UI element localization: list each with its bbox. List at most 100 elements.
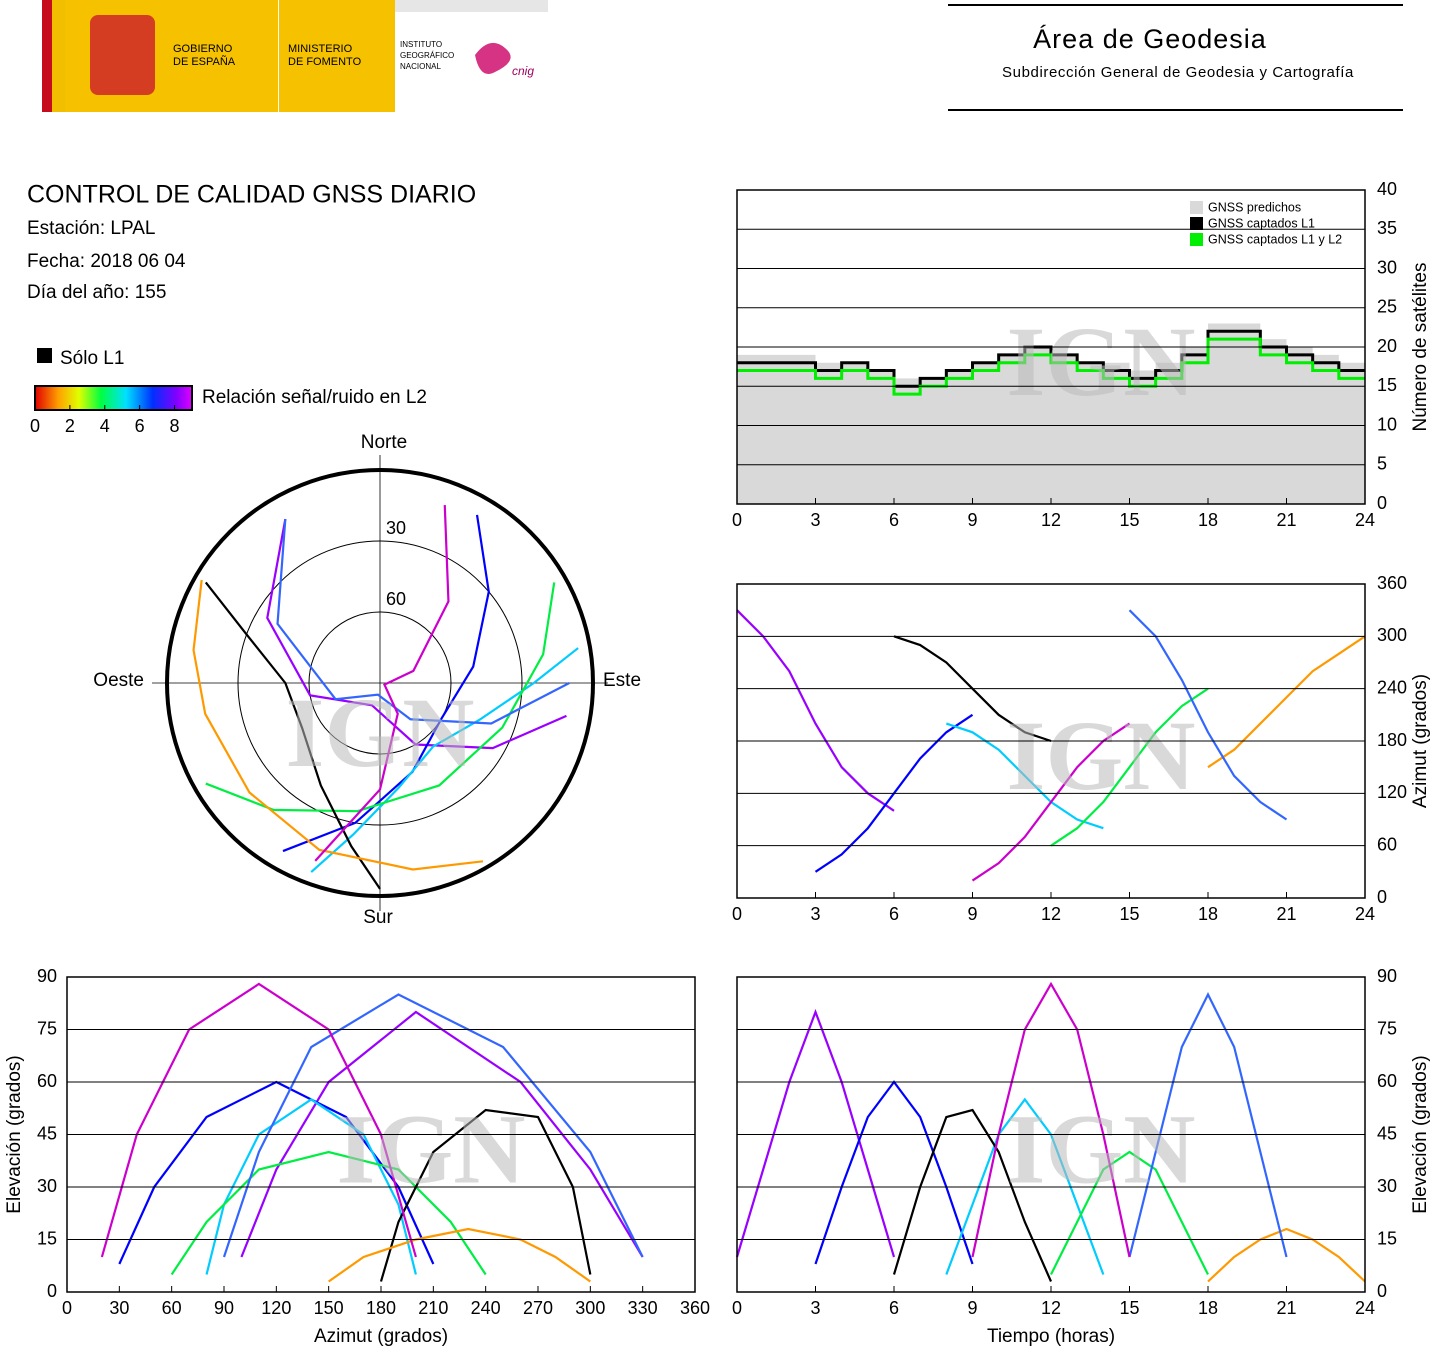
- y-tick-label: 0: [1377, 887, 1387, 907]
- y-tick-label: 25: [1377, 297, 1397, 317]
- x-tick-label: 330: [628, 1298, 658, 1318]
- series-line: [1050, 1150, 1209, 1275]
- series-line: [328, 1227, 591, 1283]
- x-tick-label: 0: [732, 1298, 742, 1318]
- legend-swatch: [37, 348, 52, 363]
- sky-track: [276, 518, 570, 725]
- y-tick-label: 60: [1377, 834, 1397, 854]
- x-tick-label: 9: [967, 904, 977, 924]
- x-tick-label: 15: [1119, 1298, 1139, 1318]
- y-tick-label: 10: [1377, 414, 1397, 434]
- coat-of-arms: [90, 15, 155, 95]
- x-tick-label: 60: [162, 1298, 182, 1318]
- y-axis-label: Número de satélites: [1410, 263, 1431, 432]
- report-title: CONTROL DE CALIDAD GNSS DIARIO: [27, 181, 476, 209]
- watermark: IGN: [1007, 700, 1196, 811]
- y-axis-label: Elevación (grados): [4, 1055, 25, 1213]
- series-line: [240, 1010, 644, 1258]
- y-tick-label: 60: [37, 1071, 57, 1091]
- y-tick-label: 30: [37, 1176, 57, 1196]
- y-tick-label: 15: [1377, 1228, 1397, 1248]
- x-tick-label: 9: [967, 510, 977, 530]
- y-tick-label: 90: [37, 966, 57, 986]
- y-tick-label: 180: [1377, 730, 1407, 750]
- x-tick-label: 12: [1041, 1298, 1061, 1318]
- x-tick-label: 3: [810, 904, 820, 924]
- legend-swatch: [1190, 201, 1203, 214]
- direction-label: Este: [603, 670, 641, 691]
- series-line: [737, 337, 1365, 396]
- x-axis-label: Azimut (grados): [314, 1326, 448, 1347]
- series-line: [170, 1150, 487, 1276]
- cnig-mark: [475, 42, 511, 74]
- x-tick-label: 0: [732, 904, 742, 924]
- series-line: [1207, 635, 1366, 769]
- series-line: [735, 1008, 896, 1258]
- y-tick-label: 15: [1377, 375, 1397, 395]
- ring-label: 60: [386, 589, 406, 609]
- x-tick-label: 0: [62, 1298, 72, 1318]
- logo-text: MINISTERIO: [288, 43, 353, 55]
- x-tick-label: 300: [575, 1298, 605, 1318]
- x-tick-label: 6: [889, 510, 899, 530]
- y-tick-label: 75: [1377, 1018, 1397, 1038]
- series-line: [1128, 992, 1288, 1258]
- x-tick-label: 15: [1119, 904, 1139, 924]
- x-tick-label: 3: [810, 1298, 820, 1318]
- watermark: IGN: [1007, 306, 1196, 417]
- series-line: [1050, 687, 1209, 847]
- flag-bar: [52, 0, 65, 112]
- x-tick-label: 18: [1198, 1298, 1218, 1318]
- y-tick-label: 0: [47, 1281, 57, 1301]
- y-tick-label: 15: [37, 1228, 57, 1248]
- x-tick-label: 24: [1355, 904, 1375, 924]
- x-tick-label: 270: [523, 1298, 553, 1318]
- y-axis-label: Elevación (grados): [1410, 1055, 1431, 1213]
- y-tick-label: 75: [37, 1018, 57, 1038]
- y-tick-label: 90: [1377, 966, 1397, 986]
- legend-label: GNSS captados L1: [1208, 216, 1315, 230]
- y-tick-label: 360: [1377, 573, 1407, 593]
- watermark: IGN: [337, 1093, 526, 1204]
- logo-text: GEOGRÁFICO: [400, 51, 454, 60]
- x-tick-label: 9: [967, 1298, 977, 1318]
- logo-text: DE FOMENTO: [288, 56, 362, 68]
- y-tick-label: 5: [1377, 454, 1387, 474]
- x-tick-label: 240: [471, 1298, 501, 1318]
- y-tick-label: 240: [1377, 677, 1407, 697]
- watermark: IGN: [1007, 1093, 1196, 1204]
- legend-label: GNSS captados L1 y L2: [1208, 232, 1342, 246]
- ring-label: 30: [386, 518, 406, 538]
- plot-frame: [66, 976, 696, 1293]
- report-info: Fecha: 2018 06 04: [27, 251, 186, 272]
- series-line: [1207, 1227, 1366, 1283]
- y-tick-label: 40: [1377, 179, 1397, 199]
- watermark: IGN: [286, 677, 475, 788]
- sky-track: [192, 579, 484, 871]
- x-tick-label: 18: [1198, 510, 1218, 530]
- x-tick-label: 360: [680, 1298, 710, 1318]
- logo-text: NACIONAL: [400, 62, 441, 71]
- x-tick-label: 0: [732, 510, 742, 530]
- x-tick-label: 12: [1041, 510, 1061, 530]
- colorbar-label: Relación señal/ruido en L2: [202, 387, 427, 408]
- series-line: [222, 993, 644, 1258]
- x-tick-label: 6: [889, 1298, 899, 1318]
- logo-text: DE ESPAÑA: [173, 55, 236, 68]
- direction-label: Sur: [363, 907, 393, 928]
- y-tick-label: 45: [1377, 1123, 1397, 1143]
- y-tick-label: 300: [1377, 625, 1407, 645]
- colorbar-tick-label: 2: [65, 416, 75, 436]
- y-tick-label: 0: [1377, 493, 1387, 513]
- x-tick-label: 120: [261, 1298, 291, 1318]
- colorbar-tick-label: 6: [135, 416, 145, 436]
- y-tick-label: 30: [1377, 257, 1397, 277]
- direction-label: Oeste: [93, 670, 144, 691]
- legend-swatch: [1190, 217, 1203, 230]
- colorbar-tick-label: 8: [170, 416, 180, 436]
- legend-swatch: [1190, 233, 1203, 246]
- series-area: [737, 323, 1365, 504]
- x-tick-label: 180: [366, 1298, 396, 1318]
- colorbar-tick-label: 4: [100, 416, 110, 436]
